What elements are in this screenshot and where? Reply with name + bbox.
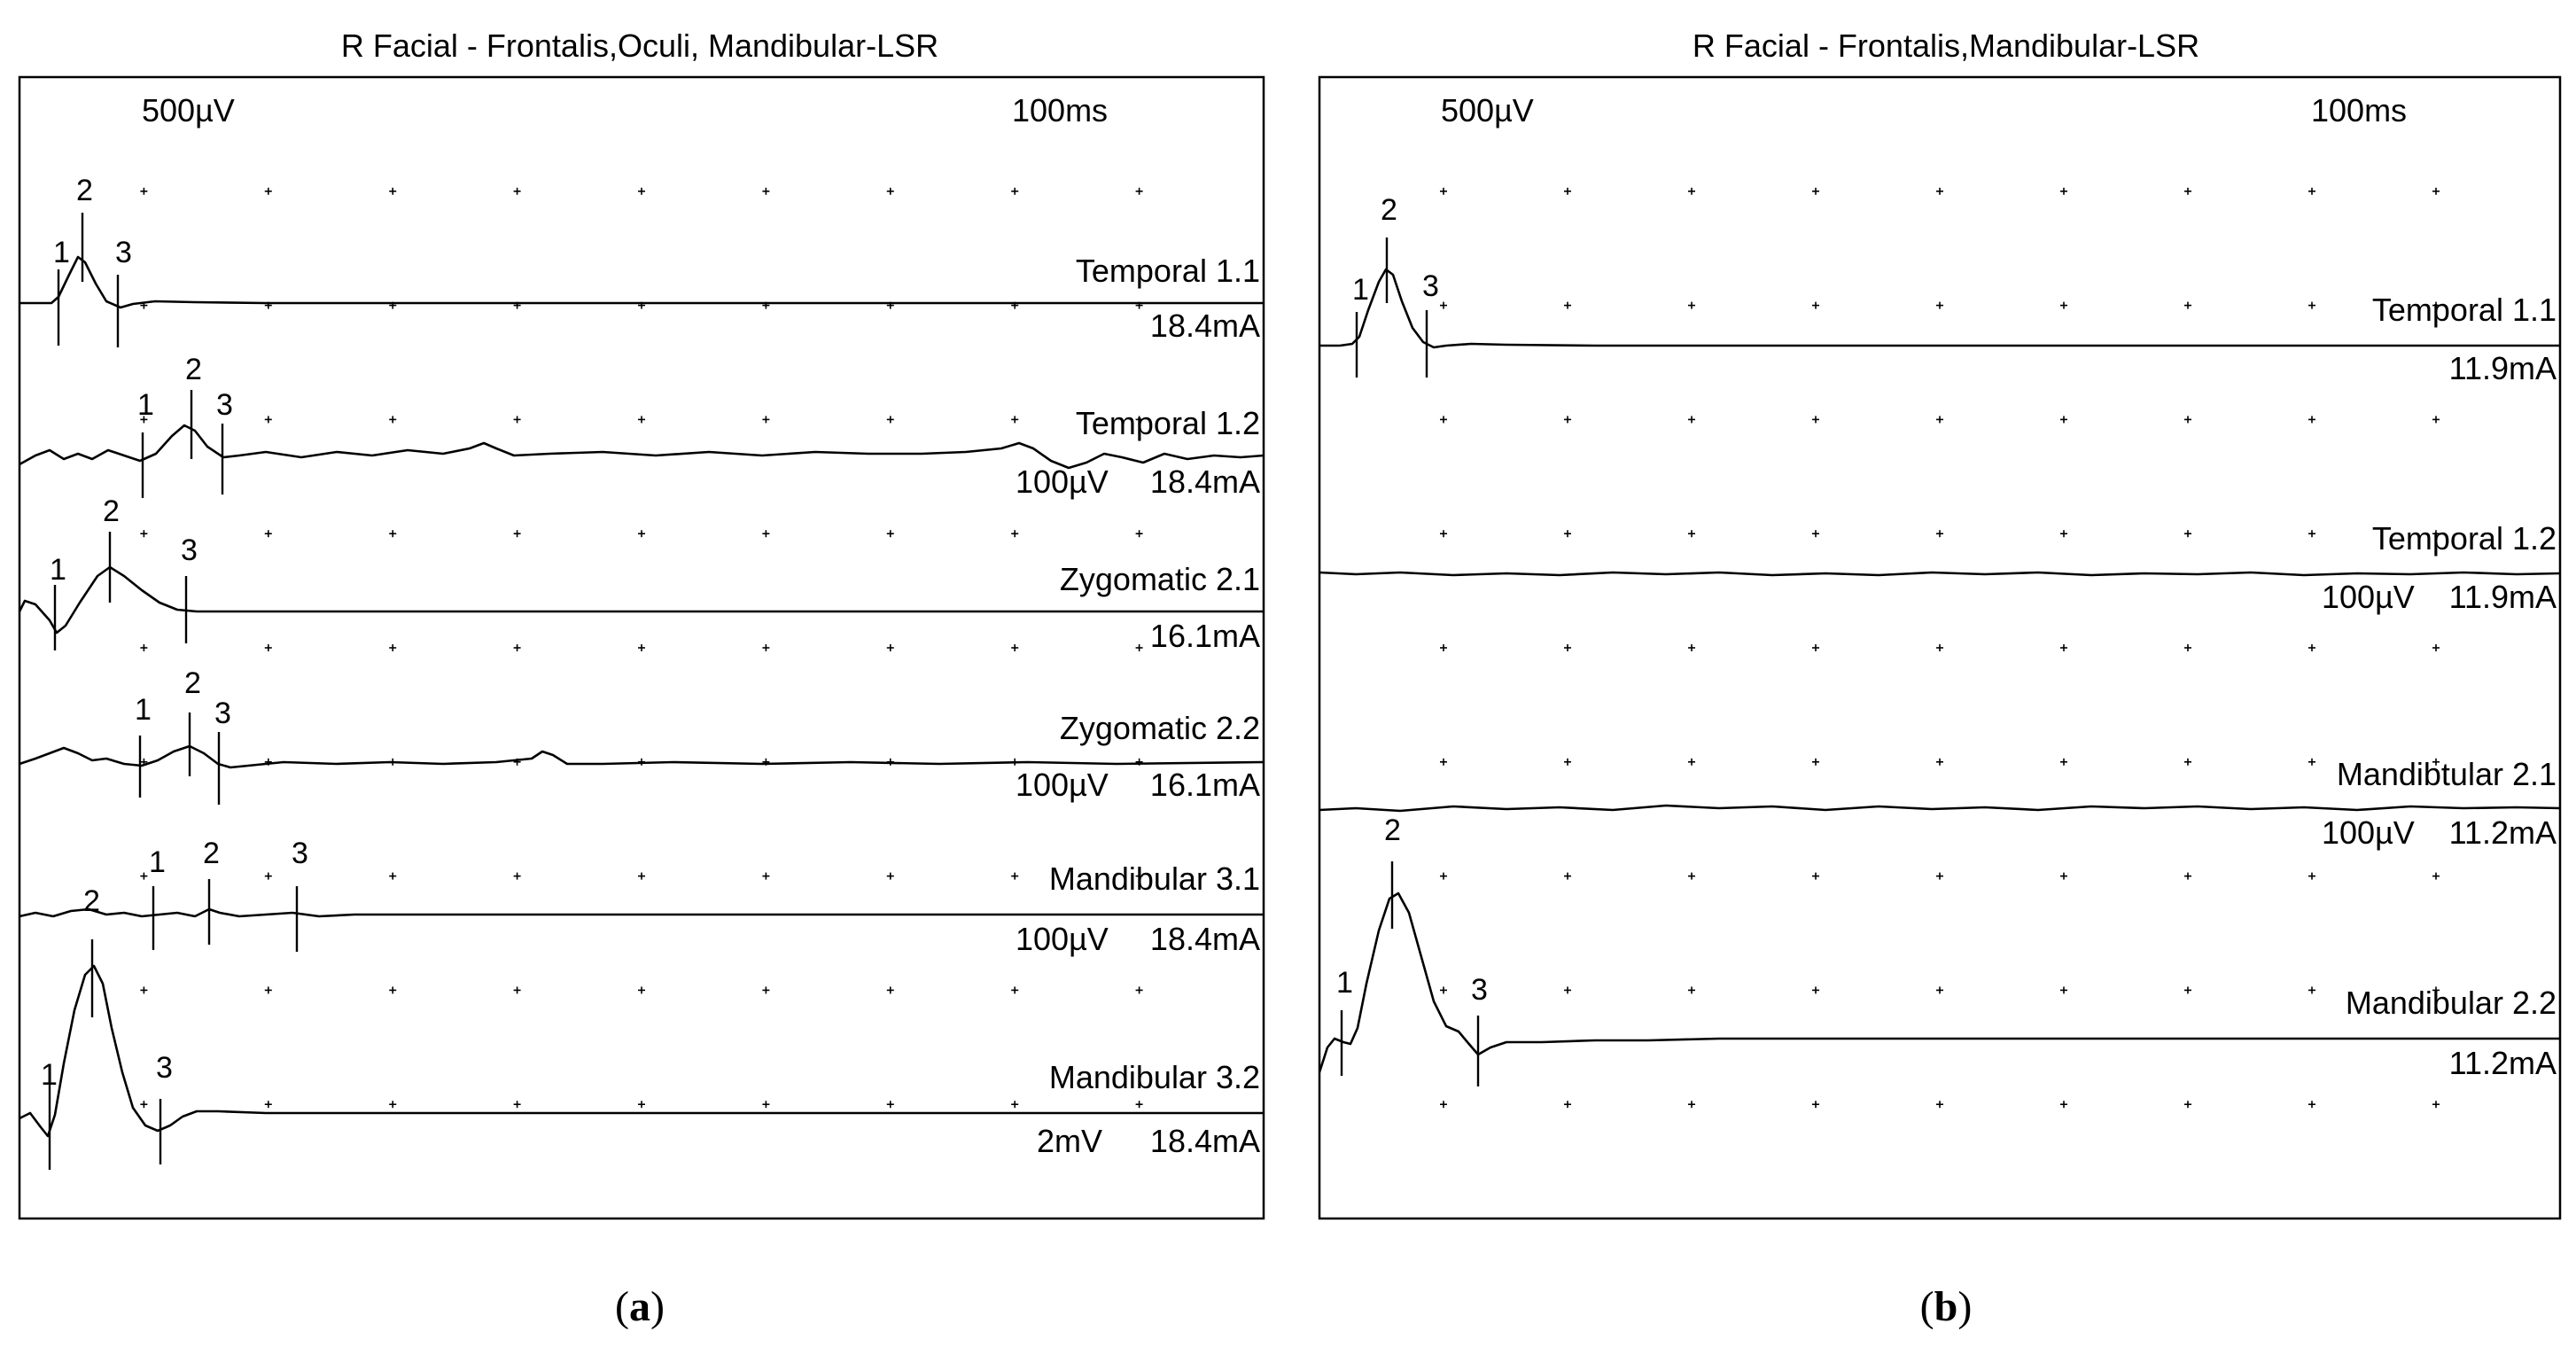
panel-a-zygomatic-2-2-waveform bbox=[19, 744, 1265, 769]
panel-a-temporal-1-2-waveform bbox=[19, 424, 1265, 470]
panel-a-m32-gain: 2mV bbox=[1037, 1123, 1102, 1159]
panel-b-t11-name: Temporal 1.1 bbox=[2372, 292, 2557, 328]
panel-a-t12-marker-3-label: 3 bbox=[216, 388, 233, 422]
panel-b-t11-marker-2-label: 2 bbox=[1381, 193, 1397, 227]
panel-b-t11-marker-1-label: 1 bbox=[1352, 273, 1369, 307]
panel-a-trace-zygomatic-2-1: 1 2 3 Zygomatic 2.1 16.1mA bbox=[18, 494, 1264, 654]
panel-b-t12-name: Temporal 1.2 bbox=[2372, 520, 2557, 557]
panel-a-t12-name: Temporal 1.2 bbox=[1076, 405, 1260, 441]
panel-b-t12-stim: 11.9mA bbox=[2449, 579, 2557, 615]
panel-b-caption: (b) bbox=[1920, 1283, 1973, 1330]
panel-a-z21-name: Zygomatic 2.1 bbox=[1060, 561, 1260, 597]
panel-b-m22-name: Mandibular 2.2 bbox=[2346, 985, 2557, 1021]
panel-a-trace-temporal-1-2: 1 2 3 Temporal 1.2 100µV 18.4mA bbox=[19, 353, 1265, 500]
panel-a-m32-name: Mandibular 3.2 bbox=[1049, 1059, 1260, 1095]
panel-a-trace-mandibular-3-2: 1 3 Mandibular 3.2 2mV 18.4mA bbox=[19, 939, 1264, 1170]
panel-b-m22-marker-2-label: 2 bbox=[1384, 814, 1401, 847]
panel-a-m32-marker-1-label: 1 bbox=[41, 1058, 58, 1092]
panel-a-z22-name: Zygomatic 2.2 bbox=[1060, 710, 1260, 746]
panel-b-m22-marker-3-label: 3 bbox=[1471, 973, 1488, 1007]
panel-a-z22-gain: 100µV bbox=[1016, 767, 1109, 803]
panel-a-temporal-1-1-waveform bbox=[19, 255, 1264, 309]
panel-a-mandibular-3-2-waveform bbox=[19, 964, 1264, 1138]
panel-a-mandibular-3-1-waveform bbox=[19, 907, 1264, 918]
panel-b-temporal-1-2-waveform bbox=[1319, 571, 2561, 577]
panel-a-t12-marker-2-label: 2 bbox=[185, 353, 202, 386]
panel-a-t11-stim: 18.4mA bbox=[1150, 308, 1260, 344]
panel-a-t11-marker-3-label: 3 bbox=[115, 236, 132, 269]
panel-a-t12-stim: 18.4mA bbox=[1150, 463, 1260, 500]
panel-a-m31-name: Mandibular 3.1 bbox=[1049, 860, 1260, 897]
panel-a-z21-marker-1-label: 1 bbox=[50, 553, 66, 587]
panel-a-z21-stim: 16.1mA bbox=[1150, 618, 1260, 654]
panel-b-frame bbox=[1318, 75, 2562, 1220]
panel-a-t11-name: Temporal 1.1 bbox=[1076, 253, 1260, 289]
panel-a-sensitivity-label: 500µV bbox=[142, 92, 235, 128]
panel-b-m21-stim: 11.2mA bbox=[2449, 814, 2557, 851]
panel-a-t12-marker-1-label: 1 bbox=[137, 388, 154, 422]
panel-a-t12-gain: 100µV bbox=[1016, 463, 1109, 500]
panel-a-m31-stim: 18.4mA bbox=[1150, 921, 1260, 957]
panel-a-t11-marker-1-label: 1 bbox=[53, 236, 70, 269]
panel-a-m31-marker-2-label: 2 bbox=[203, 837, 220, 870]
panel-a-m31-gain: 100µV bbox=[1016, 921, 1109, 957]
panel-a-caption: (a) bbox=[615, 1283, 665, 1330]
panel-b-m22-marker-1-label: 1 bbox=[1336, 966, 1353, 1000]
panel-a-m32-marker-3-label: 3 bbox=[156, 1051, 173, 1085]
panel-a-m31-marker-pre-label: 2 bbox=[83, 884, 100, 918]
panel-b-m21-gain: 100µV bbox=[2322, 814, 2415, 851]
panel-a-zygomatic-2-1-waveform bbox=[18, 565, 1264, 635]
panel-b-title: R Facial - Frontalis,Mandibular-LSR bbox=[1693, 27, 2199, 64]
panel-a-z22-marker-3-label: 3 bbox=[214, 697, 231, 730]
panel-b-mandibular-2-1-waveform bbox=[1319, 804, 2561, 813]
panel-a-m31-marker-1-label: 1 bbox=[149, 845, 166, 879]
panel-b-grid bbox=[1440, 187, 2440, 1109]
panel-a-z22-stim: 16.1mA bbox=[1150, 767, 1260, 803]
panel-a-t11-marker-2-label: 2 bbox=[76, 174, 93, 207]
panel-a-frame bbox=[18, 75, 1265, 1220]
panel-b-trace-temporal-1-2: Temporal 1.2 100µV 11.9mA bbox=[1319, 520, 2561, 615]
panel-b-sensitivity-label: 500µV bbox=[1441, 92, 1534, 128]
panel-a-trace-mandibular-3-1: 2 1 2 3 Mandibular 3.1 100µV 18.4mA bbox=[19, 837, 1264, 957]
panel-a-timebase-label: 100ms bbox=[1012, 92, 1108, 128]
panel-b-mandibular-2-2-waveform bbox=[1318, 892, 2560, 1073]
panel-b-trace-mandibular-2-2: 1 2 3 Mandibular 2.2 11.2mA bbox=[1318, 814, 2560, 1086]
panel-a-title: R Facial - Frontalis,Oculi, Mandibular-L… bbox=[341, 27, 938, 64]
panel-b: R Facial - Frontalis,Mandibular-LSR 500µ… bbox=[1318, 27, 2562, 1330]
panel-b-t11-stim: 11.9mA bbox=[2449, 350, 2557, 386]
panel-a-z22-marker-2-label: 2 bbox=[184, 666, 201, 700]
panel-a-m31-marker-3-label: 3 bbox=[292, 837, 308, 870]
panel-b-m21-name: Mandibtular 2.1 bbox=[2337, 756, 2557, 792]
panel-b-t11-marker-3-label: 3 bbox=[1422, 269, 1439, 303]
panel-b-m22-stim: 11.2mA bbox=[2449, 1045, 2557, 1081]
panel-b-temporal-1-1-waveform bbox=[1319, 268, 2560, 349]
panel-a-trace-zygomatic-2-2: 1 2 3 Zygomatic 2.2 100µV 16.1mA bbox=[19, 666, 1265, 805]
panel-a-z21-marker-2-label: 2 bbox=[103, 494, 120, 528]
panel-b-trace-temporal-1-1: 1 2 3 Temporal 1.1 11.9mA bbox=[1319, 193, 2560, 386]
panel-b-timebase-label: 100ms bbox=[2311, 92, 2407, 128]
panel-a-grid bbox=[140, 187, 1143, 1109]
panel-a-m32-stim: 18.4mA bbox=[1150, 1123, 1260, 1159]
panel-a-trace-temporal-1-1: 1 2 3 Temporal 1.1 18.4mA bbox=[19, 174, 1264, 347]
panel-a-z21-marker-3-label: 3 bbox=[181, 533, 198, 567]
panel-b-trace-mandibular-2-1: Mandibtular 2.1 100µV 11.2mA bbox=[1319, 756, 2561, 851]
panel-b-t12-gain: 100µV bbox=[2322, 579, 2415, 615]
panel-a: R Facial - Frontalis,Oculi, Mandibular-L… bbox=[18, 27, 1265, 1330]
panel-a-z22-marker-1-label: 1 bbox=[135, 693, 152, 727]
